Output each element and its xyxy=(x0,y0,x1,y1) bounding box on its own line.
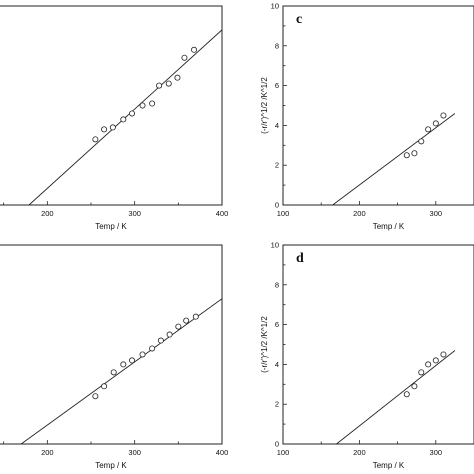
x-axis-title: Temp / K xyxy=(373,461,405,470)
data-point xyxy=(165,80,172,87)
panel-2: 100 200 300 0 2 4 6 8 10 Temp / K (-r/r')^1/2 /K^1… xyxy=(260,2,474,231)
plot-frame xyxy=(0,244,223,445)
y-tick-label: 2 xyxy=(275,400,279,409)
x-tick-label: 400 xyxy=(216,448,229,457)
data-point xyxy=(139,351,146,358)
data-point xyxy=(191,46,198,53)
data-point xyxy=(139,102,146,109)
y-axis-title: (-r/r')^1/2 /K^1/2 xyxy=(260,316,269,373)
x-tick-label: 200 xyxy=(353,448,366,457)
data-point xyxy=(440,112,447,119)
data-point xyxy=(418,369,425,376)
plot-frame xyxy=(282,244,474,445)
data-point xyxy=(92,393,99,400)
y-tick-label: 6 xyxy=(275,81,279,90)
data-point xyxy=(432,357,439,364)
y-axis-title: (-r/r')^1/2 /K^1/2 xyxy=(260,77,269,134)
panel-4: 100 200 300 0 2 4 6 8 10 Temp / K (-r/r')^1/2 /K^1… xyxy=(260,241,474,470)
data-point xyxy=(120,116,127,123)
plot-area xyxy=(332,112,456,205)
data-point xyxy=(109,124,116,131)
plot-frame xyxy=(282,5,474,206)
data-point xyxy=(129,357,136,364)
y-tick-label: 8 xyxy=(275,280,279,289)
plot-area xyxy=(20,298,222,444)
x-tick-label: 100 xyxy=(277,448,290,457)
data-point xyxy=(156,82,163,89)
x-tick-label: 200 xyxy=(41,209,54,218)
panel-label: d xyxy=(296,251,304,266)
x-axis-title: Temp / K xyxy=(95,222,127,231)
y-tick-label: 6 xyxy=(275,320,279,329)
fit-line xyxy=(336,350,456,444)
plot-area xyxy=(28,29,222,205)
x-tick-label: 200 xyxy=(41,448,54,457)
x-axis-title: Temp / K xyxy=(95,461,127,470)
x-tick-label: 300 xyxy=(430,448,443,457)
y-tick-label: 0 xyxy=(275,201,279,210)
data-point xyxy=(425,361,432,368)
data-point xyxy=(129,110,136,117)
y-tick-label: 10 xyxy=(271,241,279,250)
y-tick-label: 4 xyxy=(275,360,279,369)
data-point xyxy=(174,74,181,81)
data-point xyxy=(183,317,190,324)
data-point xyxy=(149,100,156,107)
panel-label: c xyxy=(296,12,302,27)
data-point xyxy=(101,126,108,133)
plot-frame xyxy=(0,5,223,206)
data-point xyxy=(403,391,410,398)
data-point xyxy=(425,126,432,133)
y-tick-label: 10 xyxy=(271,2,279,11)
data-point xyxy=(92,136,99,143)
fit-line xyxy=(20,298,222,444)
data-point xyxy=(411,150,418,157)
data-point xyxy=(149,345,156,352)
x-tick-label: 300 xyxy=(128,448,141,457)
y-tick-label: 8 xyxy=(275,41,279,50)
x-tick-label: 300 xyxy=(128,209,141,218)
x-axis-title: Temp / K xyxy=(373,222,405,231)
panel-3: 200 300 400 Temp / K xyxy=(0,244,229,470)
data-point xyxy=(432,120,439,127)
data-point xyxy=(440,351,447,358)
data-point xyxy=(166,331,173,338)
y-tick-label: 4 xyxy=(275,121,279,130)
x-tick-label: 400 xyxy=(216,209,229,218)
plot-area xyxy=(336,350,456,444)
data-point xyxy=(418,138,425,145)
data-point xyxy=(181,54,188,61)
data-point xyxy=(403,152,410,159)
data-point xyxy=(411,383,418,390)
y-tick-label: 2 xyxy=(275,161,279,170)
data-point xyxy=(192,313,199,320)
data-point xyxy=(110,369,117,376)
fit-line xyxy=(332,113,456,205)
data-point xyxy=(175,323,182,330)
x-tick-label: 300 xyxy=(430,209,443,218)
x-tick-label: 100 xyxy=(277,209,290,218)
data-point xyxy=(120,361,127,368)
data-point xyxy=(157,337,164,344)
x-tick-label: 200 xyxy=(353,209,366,218)
panel-1: 200 300 400 Temp / K xyxy=(0,5,229,231)
data-point xyxy=(101,383,108,390)
y-tick-label: 0 xyxy=(275,440,279,449)
